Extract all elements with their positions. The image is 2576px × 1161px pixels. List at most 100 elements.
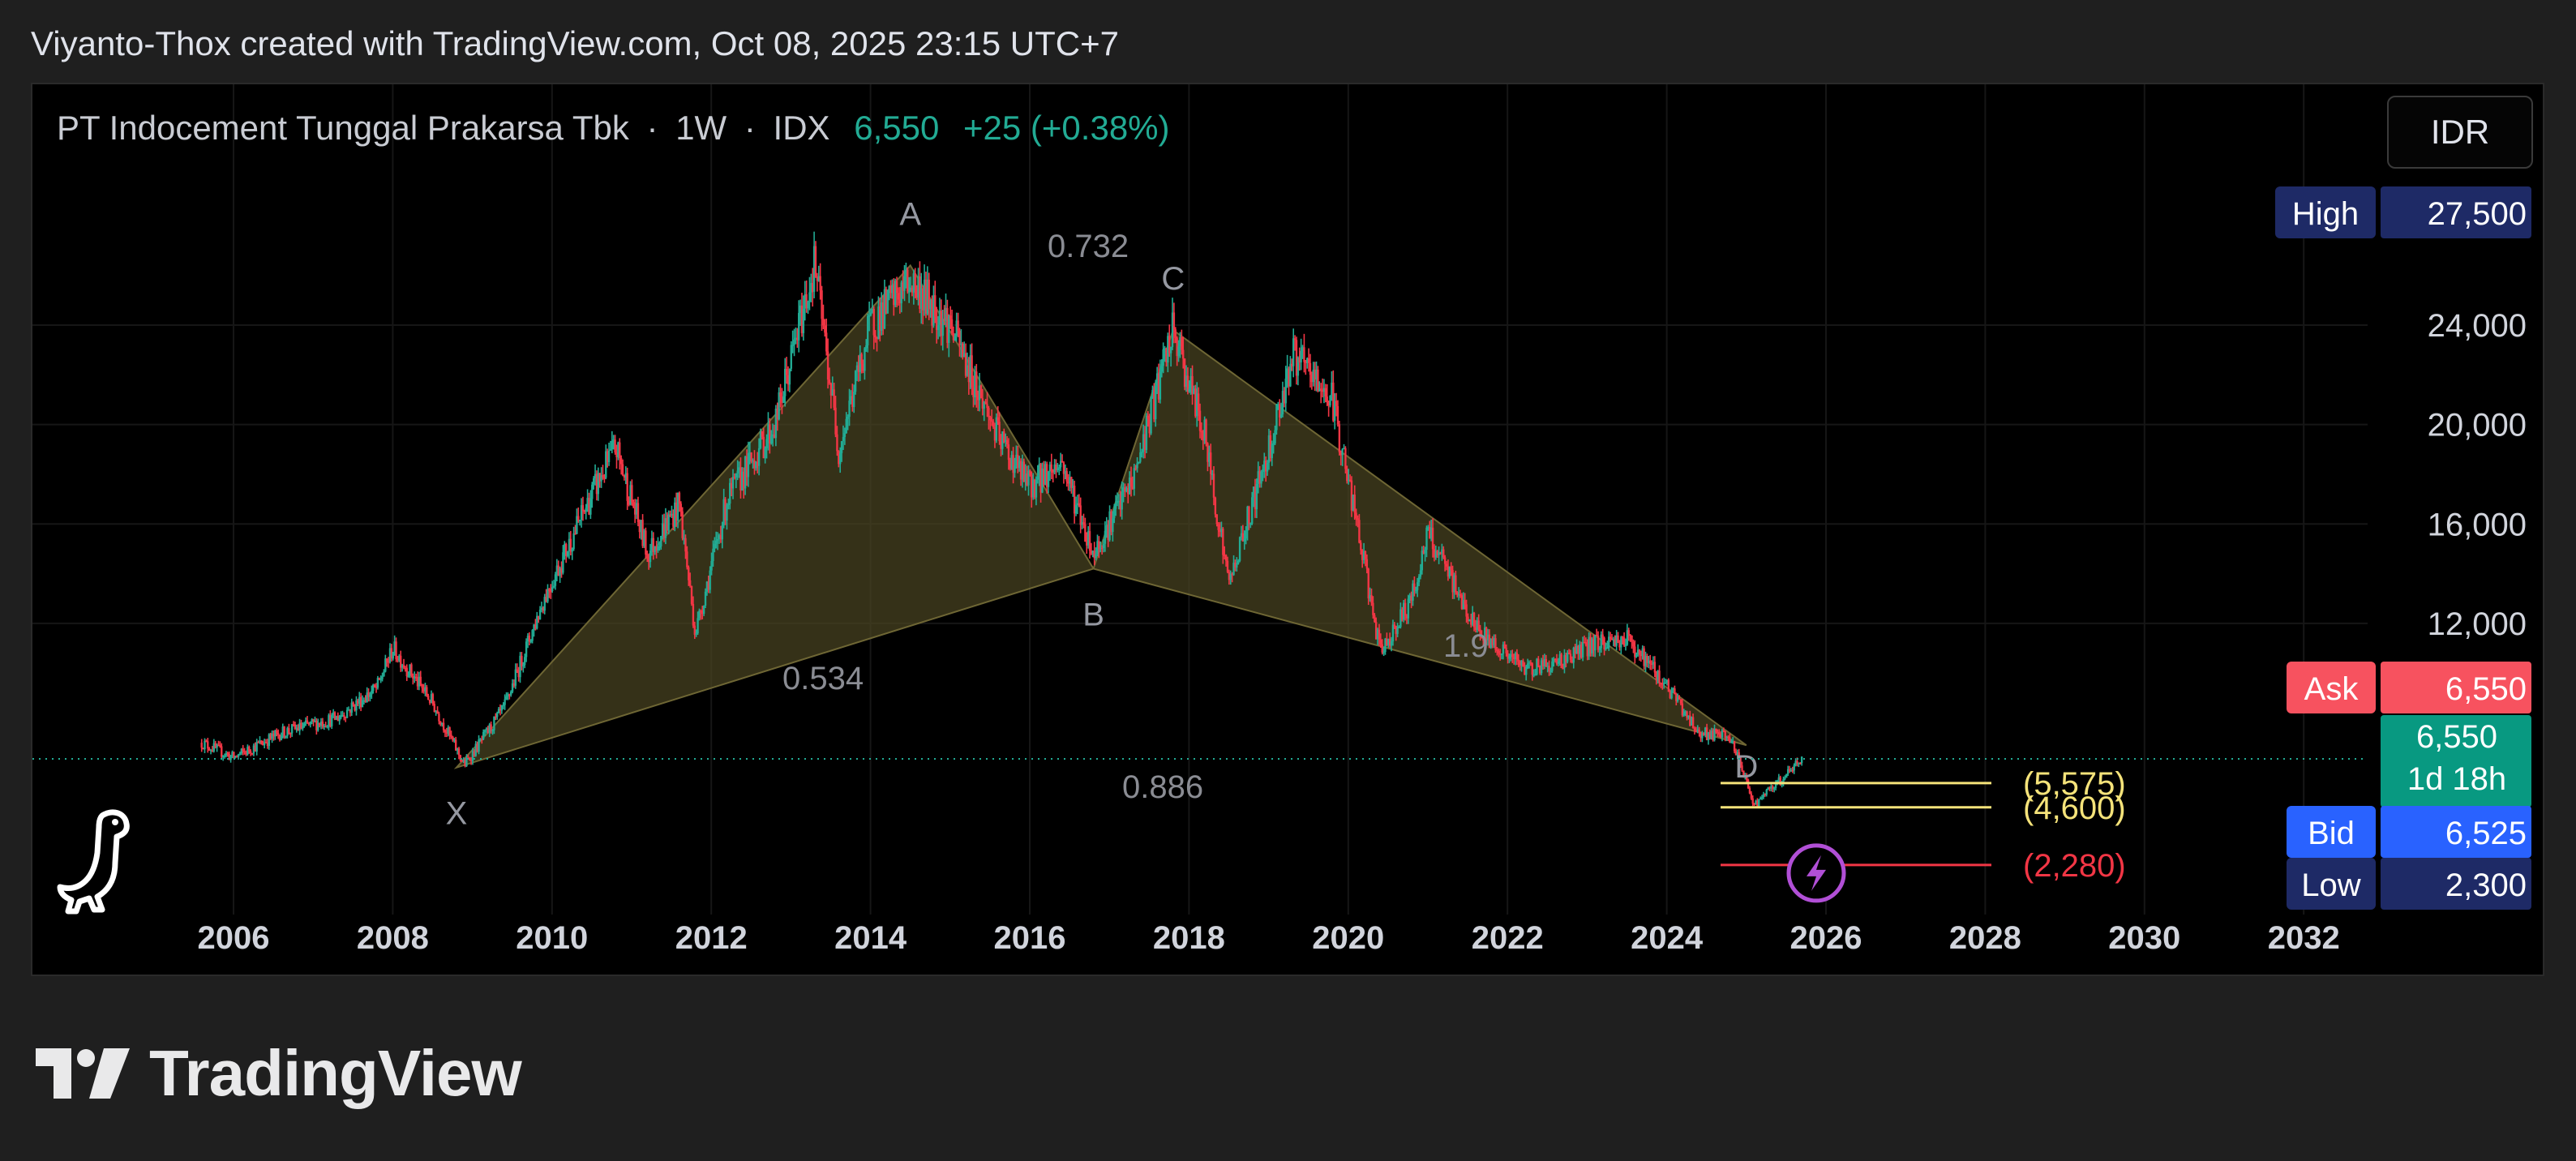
candle-body — [1112, 518, 1114, 533]
candle-body — [1539, 666, 1541, 674]
candle-body — [1147, 415, 1149, 419]
candle-body — [578, 520, 581, 521]
candle-body — [410, 664, 413, 676]
candle-body — [667, 514, 670, 531]
candle-body — [1314, 369, 1316, 380]
candle-body — [259, 740, 261, 743]
candle-body — [1003, 431, 1005, 443]
candle-body — [384, 658, 387, 672]
candle-body — [1035, 479, 1038, 498]
candle-body — [1442, 549, 1445, 558]
candle-body — [1753, 803, 1755, 805]
legend-separator: · — [646, 109, 658, 147]
candle-body — [707, 581, 710, 590]
candle-body — [450, 735, 452, 737]
high-price-badge: High 27,500 — [2275, 186, 2531, 238]
candle-body — [1713, 728, 1716, 740]
tradingview-logo[interactable]: TradingView — [36, 1036, 522, 1111]
candle-body — [336, 716, 339, 722]
candle-body — [1291, 363, 1293, 366]
candle-body — [909, 287, 912, 292]
candle-body — [1635, 653, 1638, 658]
candle-body — [705, 581, 709, 592]
candle-body — [626, 473, 628, 501]
candle-body — [444, 730, 447, 733]
candle-body — [208, 748, 211, 751]
candle-body — [988, 408, 990, 418]
candle-body — [1524, 666, 1526, 675]
candle-body — [226, 752, 229, 755]
candle-body — [1069, 477, 1071, 484]
candle-body — [469, 758, 471, 760]
candle-body — [1441, 549, 1443, 554]
candle-body — [1167, 336, 1169, 362]
chart-panel[interactable]: X A B C D 0.732 0.534 0.886 1.9 (5,575) (4,600) (2,… — [31, 83, 2544, 976]
candle-body — [1004, 439, 1007, 443]
candle-body — [784, 368, 787, 396]
candle-body — [833, 389, 835, 408]
candle-body — [1386, 638, 1388, 645]
candle-body — [1733, 741, 1736, 752]
candle-body — [1558, 654, 1561, 662]
candle-body — [698, 610, 701, 619]
candle-body — [883, 289, 886, 329]
candle-body — [1436, 551, 1438, 555]
candle-body — [390, 648, 393, 659]
candle-body — [457, 748, 461, 756]
candle-body — [1231, 573, 1233, 576]
candle-body — [817, 276, 820, 281]
candle-body — [1721, 730, 1724, 738]
candle-body — [266, 743, 269, 747]
candle-body — [757, 461, 759, 466]
candle-body — [1262, 469, 1264, 472]
candle-body — [1119, 500, 1121, 510]
candle-body — [1274, 430, 1276, 444]
brand-name: TradingView — [149, 1037, 522, 1109]
candle-body — [1079, 505, 1082, 525]
candle-body — [1791, 769, 1794, 772]
candle-body — [893, 285, 895, 306]
candle-body — [1367, 568, 1369, 599]
candle-body — [1357, 518, 1359, 521]
candle-body — [1545, 658, 1547, 666]
candle-body — [245, 752, 247, 755]
candle-body — [395, 641, 397, 660]
candle-body — [1009, 460, 1012, 469]
candle-body — [1292, 338, 1295, 366]
candle-body — [1617, 635, 1619, 643]
candle-body — [1681, 703, 1684, 716]
candle-body — [701, 612, 704, 615]
candle-body — [715, 540, 718, 544]
candle-body — [1594, 634, 1597, 651]
candle-body — [1045, 464, 1048, 487]
candle-body — [1331, 382, 1333, 396]
candle-body — [1744, 776, 1747, 778]
interval-label[interactable]: 1W — [675, 109, 727, 147]
candle-body — [960, 343, 962, 345]
candle-body — [243, 751, 246, 752]
price-chart[interactable]: X A B C D 0.732 0.534 0.886 1.9 (5,575)(4,600) (2,… — [32, 84, 2544, 976]
candle-body — [855, 365, 859, 371]
candle-body — [1307, 358, 1310, 363]
candle-body — [1339, 452, 1342, 456]
lightning-alert-icon[interactable] — [1786, 843, 1846, 903]
candle-body — [588, 498, 590, 515]
candle-body — [1412, 583, 1414, 601]
candle-body — [1698, 729, 1700, 733]
currency-button[interactable]: IDR — [2387, 96, 2533, 169]
candle-body — [1665, 679, 1669, 683]
candle-body — [1224, 555, 1228, 561]
candle-body — [1531, 663, 1533, 675]
candle-body — [237, 754, 240, 757]
candle-body — [555, 565, 559, 575]
candle-body — [1055, 464, 1057, 470]
candle-body — [676, 492, 679, 521]
candle-body — [1186, 375, 1189, 392]
candle-body — [551, 587, 554, 591]
candle-body — [1295, 340, 1298, 376]
candle-body — [426, 687, 428, 696]
candle-body — [428, 700, 431, 703]
candle-body — [1491, 638, 1494, 645]
candle-body — [1462, 600, 1465, 610]
candle-body — [864, 348, 866, 371]
